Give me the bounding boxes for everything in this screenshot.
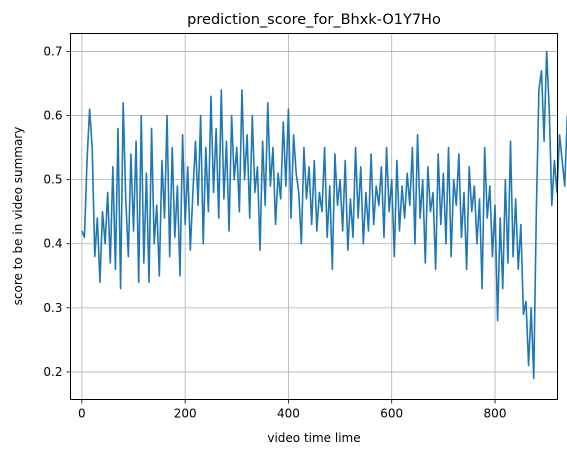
y-axis: 0.2 0.3 0.4 0.5 0.6 0.7 [43, 44, 71, 379]
x-tick-label: 400 [277, 407, 300, 421]
y-tick-label: 0.5 [43, 173, 62, 187]
x-axis: 0 200 400 600 800 [78, 399, 507, 421]
y-tick-label: 0.4 [43, 237, 62, 251]
y-axis-label: score to be in video summary [11, 127, 25, 306]
x-tick-label: 600 [380, 407, 403, 421]
series [81, 50, 567, 380]
y-tick-label: 0.3 [43, 301, 62, 315]
y-tick-label: 0.2 [43, 365, 62, 379]
x-tick-label: 800 [484, 407, 507, 421]
x-axis-label: video time lime [267, 431, 360, 445]
x-tick-label: 0 [78, 407, 86, 421]
y-tick-label: 0.7 [43, 44, 62, 58]
series-line [81, 50, 567, 380]
x-tick-label: 200 [174, 407, 197, 421]
y-tick-label: 0.6 [43, 109, 62, 123]
plot-frame [70, 33, 558, 400]
chart-title: prediction_score_for_Bhxk-O1Y7Ho [187, 12, 441, 28]
